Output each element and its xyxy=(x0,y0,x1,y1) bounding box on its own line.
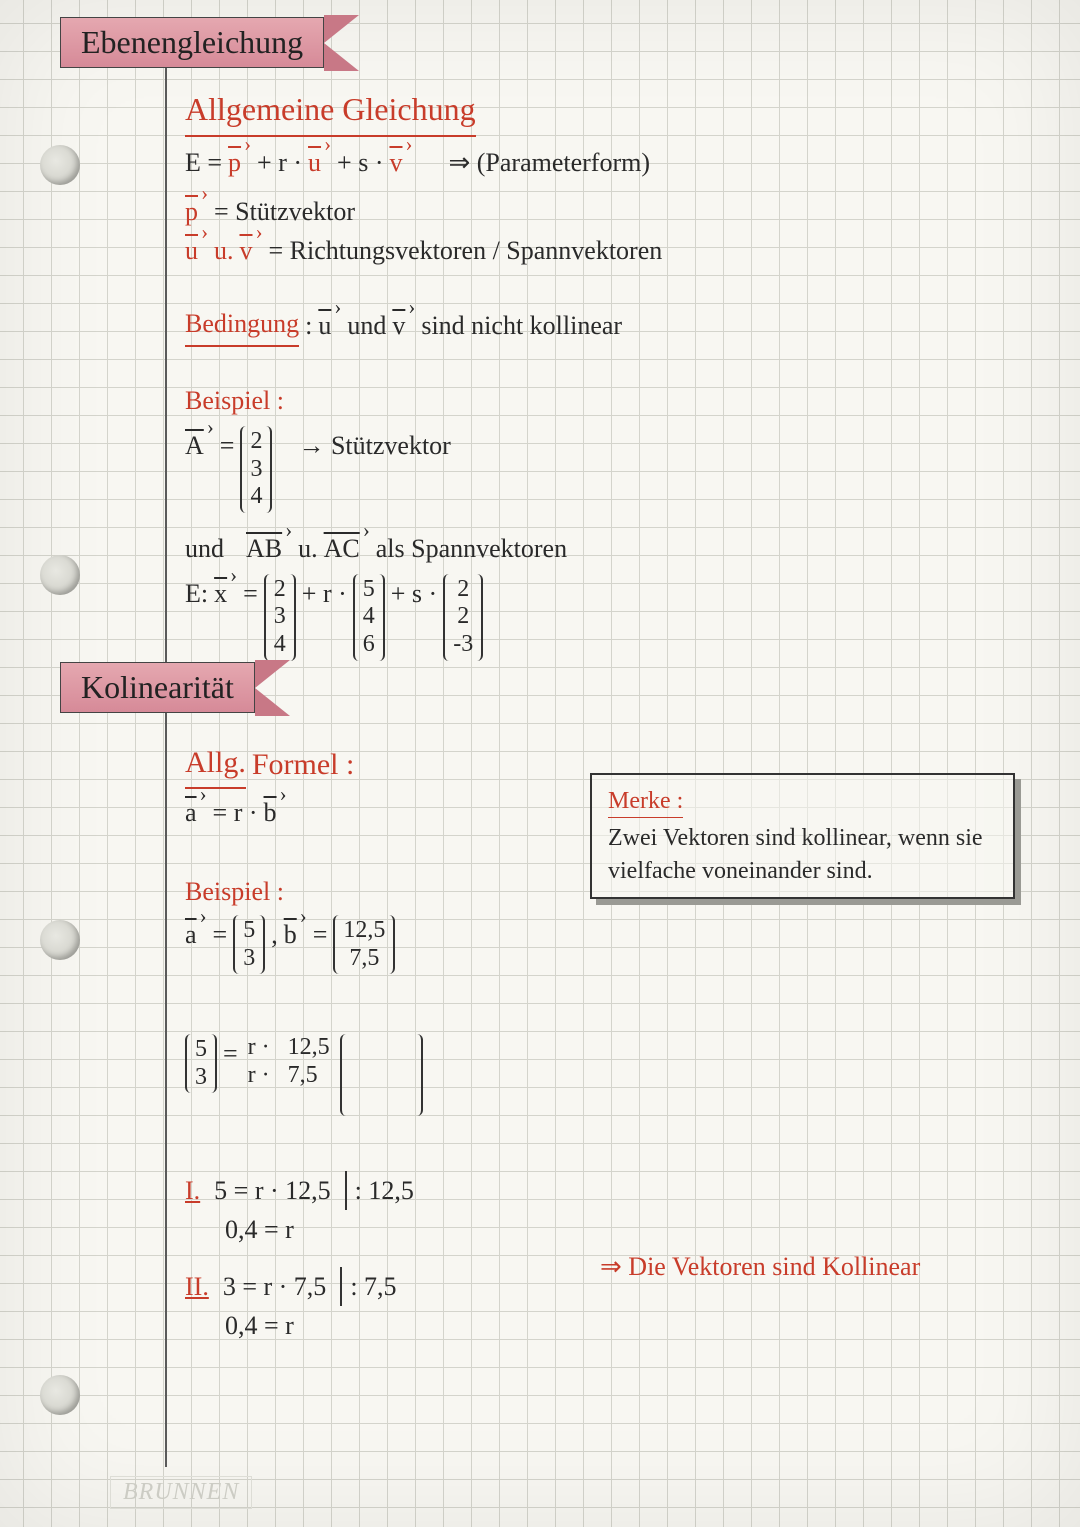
equals: = xyxy=(243,574,258,613)
rhs-wrap: r · 12,5 r · 7,5 xyxy=(244,1034,334,1089)
merke-body: Zwei Vektoren sind kollinear, wenn sie v… xyxy=(608,822,997,887)
equals: = xyxy=(213,915,228,954)
V2: 5 4 6 xyxy=(353,574,385,661)
eq-text: + r · xyxy=(257,143,302,182)
formel-b: b xyxy=(264,793,287,832)
vec-u-def: u xyxy=(185,231,208,270)
merke-title: Merke : xyxy=(608,785,683,818)
plus-s: + s · xyxy=(391,574,437,613)
uv-label: = Richtungsvektoren / Spannvektoren xyxy=(269,231,663,270)
A-label: A xyxy=(185,426,214,465)
vec-AB: AB xyxy=(246,529,292,568)
bed-v: v xyxy=(392,306,415,345)
vec-x: x xyxy=(214,574,237,613)
punch-hole xyxy=(40,555,80,595)
b-label: b xyxy=(284,915,307,954)
vec-v-def: v xyxy=(240,231,263,270)
b-vector: 12,5 7,5 xyxy=(333,915,395,974)
brand-watermark: BRUNNEN xyxy=(110,1476,252,1509)
bedingung-label: Bedingung xyxy=(185,304,299,347)
A-vector: 2 3 4 xyxy=(240,426,272,513)
lhs-vector: 5 3 xyxy=(185,1034,217,1093)
bed-u: u xyxy=(318,306,341,345)
allg-label: Allg. xyxy=(185,740,246,789)
equals: = xyxy=(313,915,328,954)
und: und xyxy=(185,529,224,568)
punch-hole xyxy=(40,920,80,960)
V3: 2 2 -3 xyxy=(443,574,483,661)
concl-text: Die Vektoren sind Kollinear xyxy=(628,1252,920,1281)
plus-r: + r · xyxy=(302,574,347,613)
I-op: : 12,5 xyxy=(345,1171,414,1210)
als-spann: als Spannvektoren xyxy=(376,529,567,568)
formel-eq: = r · xyxy=(213,793,258,832)
notebook-page: Ebenengleichung Allgemeine Gleichung E =… xyxy=(0,0,1080,1527)
formel-a: a xyxy=(185,793,207,832)
punch-hole xyxy=(40,145,80,185)
roman-II: II. xyxy=(185,1267,209,1306)
punch-hole xyxy=(40,1375,80,1415)
bed-colon: : xyxy=(305,306,312,345)
margin-line xyxy=(165,60,167,1467)
concl-arrow: ⇒ xyxy=(600,1252,622,1281)
equals: = xyxy=(223,1034,238,1073)
section-1-content: Allgemeine Gleichung E = p + r · u + s ·… xyxy=(185,85,1040,661)
II-eq: 3 = r · 7,5 xyxy=(223,1267,326,1306)
I-eq: 5 = r · 12,5 xyxy=(214,1171,330,1210)
a-vector: 5 3 xyxy=(233,915,265,974)
E-lhs: E: xyxy=(185,574,208,613)
eq-lhs: E = xyxy=(185,143,222,182)
V1: 2 3 4 xyxy=(264,574,296,661)
bed-and: und xyxy=(347,306,386,345)
a-label: a xyxy=(185,915,207,954)
equals: = xyxy=(220,426,235,465)
I-res: 0,4 = r xyxy=(225,1210,1040,1249)
comma: , xyxy=(271,915,278,954)
vec-v: v xyxy=(389,143,412,182)
bed-text: sind nicht kollinear xyxy=(421,306,622,345)
roman-I: I. xyxy=(185,1171,200,1210)
eq-text: + s · xyxy=(337,143,383,182)
merke-box: Merke : Zwei Vektoren sind kollinear, we… xyxy=(590,773,1015,899)
beispiel-label: Beispiel : xyxy=(185,381,1040,420)
u-dot: u. xyxy=(214,231,234,270)
vec-AC: AC xyxy=(324,529,370,568)
eq-parameterform: ⇒ (Parameterform) xyxy=(448,143,650,182)
p-label: = Stützvektor xyxy=(214,192,355,231)
section-banner-2: Kolinearität xyxy=(60,660,290,715)
II-res: 0,4 = r xyxy=(225,1306,1040,1345)
vec-p: p xyxy=(228,143,251,182)
banner-label: Kolinearität xyxy=(60,662,255,713)
rhs-bracket xyxy=(340,1034,424,1116)
formel-label: Formel : xyxy=(252,742,355,787)
u-dot-2: u. xyxy=(298,529,318,568)
vec-u: u xyxy=(308,143,331,182)
banner-label: Ebenengleichung xyxy=(60,17,324,68)
line-I: I. 5 = r · 12,5 : 12,5 0,4 = r xyxy=(185,1171,1040,1249)
A-desc: → Stützvektor xyxy=(298,426,450,465)
section-banner-1: Ebenengleichung xyxy=(60,15,359,70)
conclusion: ⇒ Die Vektoren sind Kollinear xyxy=(600,1250,920,1284)
II-op: : 7,5 xyxy=(340,1267,396,1306)
